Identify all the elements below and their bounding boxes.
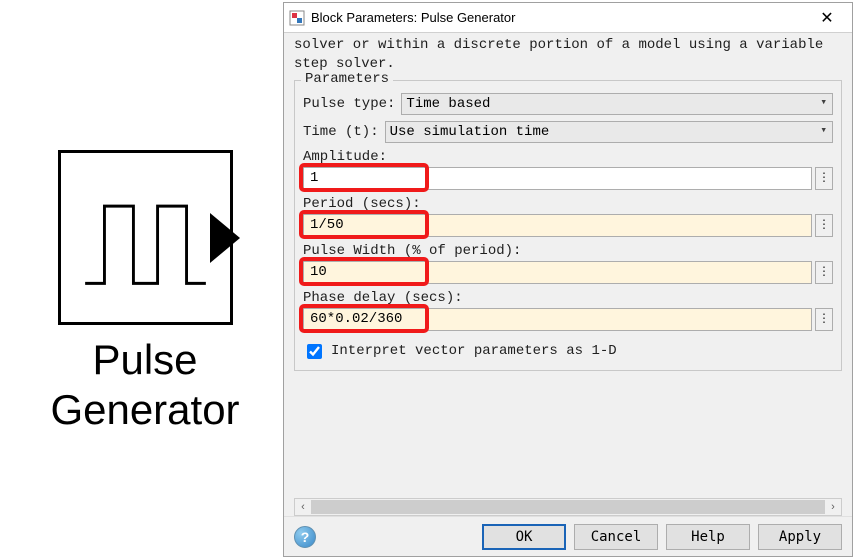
block-label-line1: Pulse (92, 336, 197, 383)
pulse-type-select[interactable] (401, 93, 833, 115)
fieldset-legend: Parameters (301, 71, 393, 87)
cancel-button[interactable]: Cancel (574, 524, 658, 550)
parameters-fieldset: Parameters Pulse type: Time (t): Amplitu… (294, 80, 842, 371)
time-t-select[interactable] (385, 121, 833, 143)
time-t-label: Time (t): (303, 124, 379, 140)
titlebar[interactable]: Block Parameters: Pulse Generator ✕ (284, 3, 852, 33)
period-input[interactable] (303, 214, 812, 237)
apply-button[interactable]: Apply (758, 524, 842, 550)
scroll-thumb[interactable] (311, 500, 825, 514)
scroll-left-icon: ‹ (295, 499, 311, 515)
help-button[interactable]: Help (666, 524, 750, 550)
block-icon (58, 150, 233, 325)
block-description: solver or within a discrete portion of a… (294, 36, 842, 74)
pulse-width-label: Pulse Width (% of period): (303, 243, 521, 259)
pulse-width-input[interactable] (303, 261, 812, 284)
dialog-title: Block Parameters: Pulse Generator (311, 10, 807, 25)
interpret-1d-label: Interpret vector parameters as 1-D (331, 343, 617, 359)
block-label: Pulse Generator (20, 335, 270, 436)
amplitude-label: Amplitude: (303, 149, 387, 165)
period-more-button[interactable]: ⋮ (815, 214, 833, 237)
interpret-1d-checkbox[interactable] (307, 344, 322, 359)
pulse-width-more-button[interactable]: ⋮ (815, 261, 833, 284)
phase-delay-input[interactable] (303, 308, 812, 331)
context-help-icon[interactable]: ? (294, 526, 316, 548)
block-label-line2: Generator (50, 386, 239, 433)
close-icon: ✕ (820, 8, 833, 28)
phase-delay-label: Phase delay (secs): (303, 290, 463, 306)
horizontal-scrollbar[interactable]: ‹ › (294, 498, 842, 516)
button-bar: ? OK Cancel Help Apply (284, 516, 852, 556)
block-output-port-icon (210, 213, 240, 263)
dialog-content: solver or within a discrete portion of a… (284, 33, 852, 492)
phase-delay-more-button[interactable]: ⋮ (815, 308, 833, 331)
amplitude-more-button[interactable]: ⋮ (815, 167, 833, 190)
amplitude-input[interactable] (303, 167, 812, 190)
block-parameters-dialog: Block Parameters: Pulse Generator ✕ solv… (283, 2, 853, 557)
dialog-app-icon (289, 10, 305, 26)
pulse-type-label: Pulse type: (303, 96, 395, 112)
pulse-generator-block: Pulse Generator (20, 150, 270, 436)
period-label: Period (secs): (303, 196, 421, 212)
scroll-right-icon: › (825, 499, 841, 515)
pulse-waveform-icon (61, 153, 230, 322)
close-button[interactable]: ✕ (807, 4, 847, 32)
ok-button[interactable]: OK (482, 524, 566, 550)
